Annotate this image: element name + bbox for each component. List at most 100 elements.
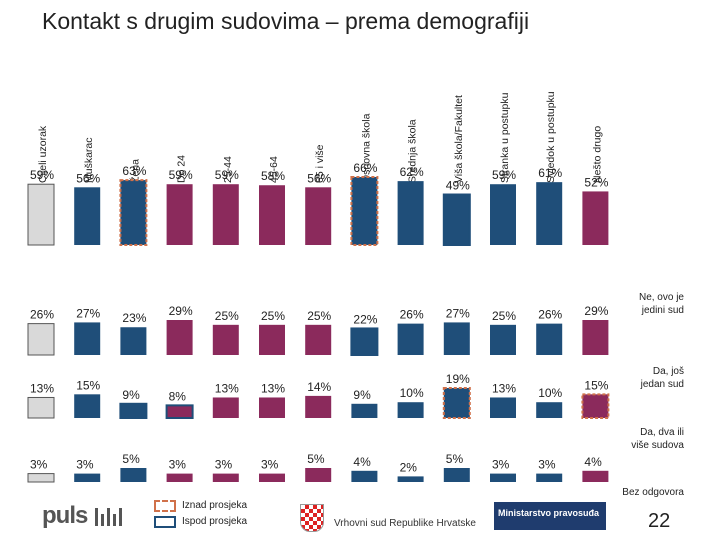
category-label: 45-64 [268, 156, 280, 183]
data-label: 23% [122, 311, 146, 325]
puls-logo: puls [42, 502, 122, 529]
data-label: 59% [169, 168, 193, 182]
data-label: 52% [584, 175, 608, 189]
data-label: 10% [538, 386, 562, 400]
bar [27, 183, 55, 246]
bar [27, 473, 55, 483]
data-label: 3% [492, 458, 510, 472]
category-label: Žena [128, 159, 141, 183]
data-label: 3% [76, 458, 94, 472]
data-label: 26% [30, 308, 54, 322]
data-label: 29% [584, 304, 608, 318]
data-label: 19% [446, 372, 470, 386]
data-label: 13% [492, 381, 516, 395]
category-label: 65 i više [314, 144, 326, 183]
data-label: 59% [492, 168, 516, 182]
bar [442, 193, 471, 246]
bar [119, 179, 148, 246]
bar [259, 397, 285, 418]
bar [305, 395, 332, 418]
bar [259, 324, 285, 355]
bar [350, 176, 379, 246]
bar [536, 323, 563, 355]
bar [536, 473, 563, 482]
data-label: 2% [400, 460, 418, 474]
ministry-logo-text: Ministarstvo pravosuđa [498, 508, 600, 518]
data-label: 3% [261, 458, 279, 472]
bar [212, 473, 239, 482]
bar [490, 324, 516, 355]
data-label: 59% [215, 168, 239, 182]
bar [74, 322, 101, 355]
data-label: 5% [307, 452, 325, 466]
ministry-logo [494, 502, 606, 530]
data-label: 63% [122, 164, 146, 178]
bar [490, 184, 516, 245]
row-label: Ne, ovo je jedini sud [639, 292, 684, 316]
bar [27, 323, 55, 356]
data-label: 27% [76, 306, 100, 320]
data-label: 4% [353, 455, 371, 469]
bar [259, 185, 285, 245]
category-label: Nešto drugo [591, 126, 603, 183]
legend-below-swatch [154, 516, 176, 528]
bar [305, 324, 332, 355]
bar [397, 181, 424, 245]
data-label: 3% [538, 458, 556, 472]
data-label: 61% [538, 166, 562, 180]
legend-below-label: Ispod prosjeka [182, 516, 248, 527]
category-label: Osnovna škola [360, 113, 372, 183]
bar [166, 473, 193, 482]
bar [351, 403, 378, 418]
bar [74, 473, 101, 482]
data-label: 25% [307, 309, 331, 323]
data-label: 9% [353, 388, 371, 402]
data-label: 3% [30, 458, 48, 472]
bar [490, 473, 516, 482]
data-label: 25% [261, 309, 285, 323]
bar [351, 470, 378, 482]
bar [442, 387, 471, 419]
bar [212, 397, 239, 418]
data-label: 66% [353, 161, 377, 175]
data-label: 49% [446, 179, 470, 193]
data-label: 56% [307, 171, 331, 185]
bar [443, 468, 470, 482]
data-label: 13% [261, 381, 285, 395]
bar [212, 324, 239, 355]
bar [350, 327, 379, 356]
bar [27, 396, 55, 419]
row-label: Da, dva ili više sudova [631, 427, 684, 451]
data-label: 13% [215, 381, 239, 395]
data-label: 59% [30, 168, 54, 182]
bar [443, 322, 470, 355]
data-label: 25% [215, 309, 239, 323]
bar [536, 402, 563, 418]
category-label: Srednja škola [407, 119, 419, 183]
chart-title: Kontakt s drugim sudovima – prema demogr… [42, 8, 530, 34]
category-label: Do 24 [176, 155, 188, 183]
bar [166, 184, 193, 245]
bar [536, 182, 563, 245]
bar [397, 476, 424, 482]
data-label: 58% [261, 169, 285, 183]
bar [305, 468, 332, 482]
data-label: 3% [169, 458, 187, 472]
footer: puls Iznad prosjeka Ispod prosjeka Vrhov… [0, 496, 720, 540]
bar [397, 402, 424, 418]
croatia-coat-of-arms-icon [300, 504, 324, 532]
category-label: Muškarac [83, 137, 95, 183]
bar [120, 327, 147, 355]
data-label: 22% [353, 312, 377, 326]
category-label: Svjedok u postupku [545, 91, 557, 183]
category-label: 25-44 [222, 156, 234, 183]
data-label: 15% [76, 378, 100, 392]
data-label: 4% [584, 455, 602, 469]
data-label: 62% [400, 165, 424, 179]
data-label: 14% [307, 380, 331, 394]
bar [581, 393, 610, 420]
data-label: 3% [215, 458, 233, 472]
data-label: 5% [446, 452, 464, 466]
data-label: 8% [169, 389, 187, 403]
